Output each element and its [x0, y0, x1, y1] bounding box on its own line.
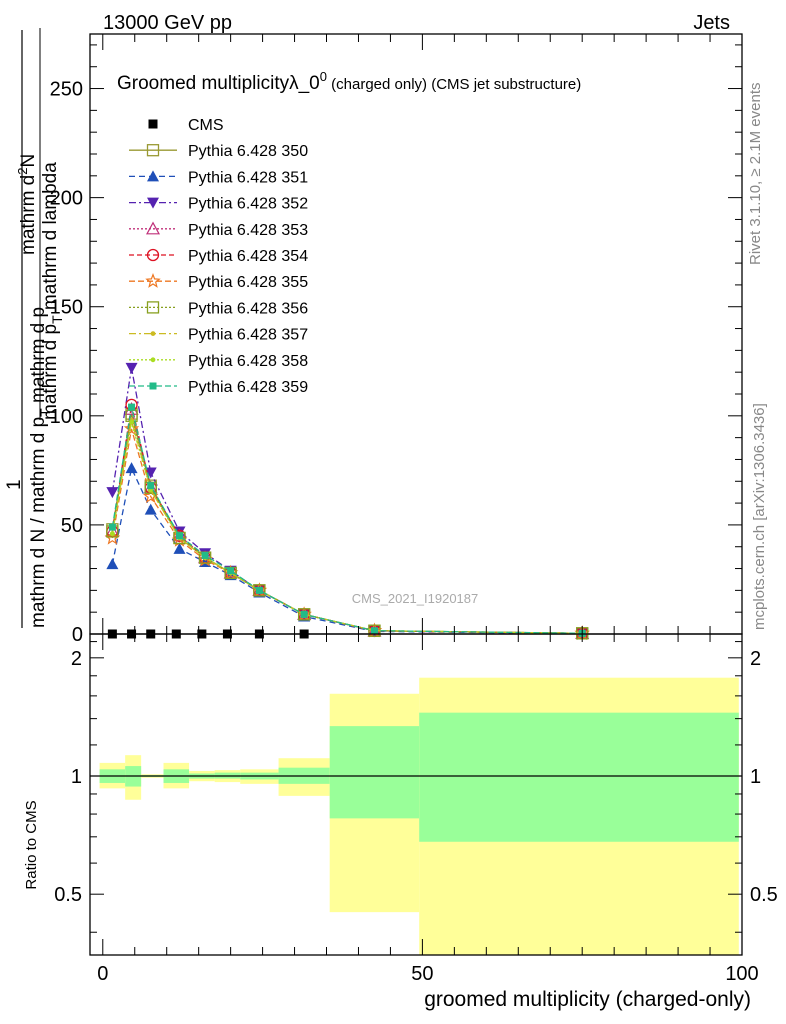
series-line-2	[111, 367, 583, 634]
legend-marker-4	[145, 221, 161, 235]
ratio-bands	[90, 677, 742, 955]
legend-label-6: Pythia 6.428 355	[188, 274, 308, 291]
y-tick-label: 0	[72, 624, 83, 646]
ratio-band-green-9	[419, 712, 739, 842]
series-1-point	[106, 558, 119, 570]
series-line-6	[111, 415, 583, 634]
legend-marker-0	[148, 119, 158, 129]
series-9-point	[370, 627, 378, 635]
legend-label-9: Pythia 6.428 358	[188, 353, 308, 370]
header-category: Jets	[693, 12, 730, 34]
main-series-group	[104, 362, 590, 640]
series-line-3	[111, 409, 583, 634]
series-5-point	[123, 420, 140, 436]
legend-label-1: Pythia 6.428 350	[188, 143, 308, 160]
y-label-numerator: mathrm d2N	[15, 154, 39, 255]
legend: CMS Pythia 6.428 350 Pythia 6.428 351 Pythi…	[129, 117, 308, 396]
series-line-0	[111, 413, 583, 634]
ratio-tick-label-left: 2	[71, 648, 82, 670]
series-6-point	[253, 584, 266, 597]
y-tick-label: 200	[50, 188, 83, 210]
series-8-point	[109, 531, 115, 537]
header-process: 13000 GeV pp	[103, 12, 232, 34]
ratio-tick-label-right: 0.5	[750, 884, 778, 906]
series-9-point	[147, 482, 155, 490]
rivet-version-label: Rivet 3.1.10, ≥ 2.1M events	[747, 83, 764, 266]
legend-marker-7	[146, 301, 160, 314]
series-1-point	[125, 462, 138, 474]
legend-label-3: Pythia 6.428 352	[188, 196, 308, 213]
y-label-inner-denominator: mathrm d pT mathrm d lambda	[40, 162, 65, 420]
legend-marker-9	[150, 357, 156, 363]
legend-marker-6	[145, 273, 161, 288]
analysis-watermark: CMS_2021_I1920187	[352, 591, 479, 606]
legend-label-8: Pythia 6.428 357	[188, 327, 308, 344]
series-line-4	[111, 404, 583, 634]
series-2-point	[125, 362, 138, 374]
series-9-point	[175, 532, 183, 540]
main-y-axis-label: 1 mathrm d N / mathrm d pT mathrm d p ma…	[4, 28, 65, 628]
series-1-point	[173, 542, 186, 554]
legend-label-2: Pythia 6.428 351	[188, 169, 308, 186]
series-9-point	[300, 610, 308, 618]
x-tick-label: 0	[97, 963, 108, 985]
series-9-point	[201, 551, 209, 559]
x-axis-label: groomed multiplicity (charged-only)	[424, 988, 751, 1011]
series-line-1	[111, 466, 583, 635]
ratio-axis-ticks: 0 50 100 0.5 0.5 1 1 2 2	[54, 634, 778, 985]
series-9-point	[108, 523, 116, 531]
legend-label-7: Pythia 6.428 356	[188, 300, 308, 317]
series-2-point	[144, 467, 157, 479]
ratio-tick-label-right: 2	[750, 648, 761, 670]
ratio-band-green-8	[329, 726, 420, 819]
x-tick-label: 100	[725, 963, 758, 985]
ratio-y-axis-label: Ratio to CMS	[23, 800, 40, 889]
legend-marker-8	[150, 331, 156, 336]
series-line-9	[111, 406, 583, 634]
legend-label-5: Pythia 6.428 354	[188, 248, 308, 265]
series-6-point	[297, 608, 311, 621]
legend-marker-2	[147, 170, 159, 182]
y-tick-label: 250	[50, 79, 83, 101]
series-5-point	[104, 529, 121, 545]
y-label-denominator-outer: mathrm d N / mathrm d pT mathrm d p	[28, 307, 53, 628]
legend-label-0: CMS	[188, 117, 224, 134]
y-tick-label: 100	[50, 406, 83, 428]
legend-label-10: Pythia 6.428 359	[188, 379, 308, 396]
legend-marker-5	[146, 248, 160, 262]
series-8-point	[129, 419, 134, 425]
series-2-point	[106, 487, 119, 499]
y-tick-label: 50	[61, 515, 83, 537]
series-1-point	[144, 503, 157, 515]
series-9-point	[128, 403, 136, 411]
ratio-frame-box	[89, 633, 743, 956]
x-tick-label: 50	[411, 963, 433, 985]
legend-label-4: Pythia 6.428 353	[188, 222, 308, 239]
plot-title: Groomed multiplicityλ_00 (charged only) …	[117, 69, 581, 94]
ratio-tick-label-left: 1	[71, 766, 82, 788]
legend-marker-10	[149, 382, 157, 390]
y-label-one: 1	[4, 479, 25, 490]
legend-marker-1	[146, 144, 160, 157]
series-9-point	[227, 567, 235, 575]
y-tick-label: 150	[50, 297, 83, 319]
main-axis-ticks: 0 50 100 150 200 250	[50, 34, 743, 646]
ratio-panel	[89, 633, 743, 956]
mcplots-label: mcplots.cern.ch [arXiv:1306.3436]	[751, 403, 768, 630]
legend-marker-3	[147, 197, 159, 209]
ratio-tick-label-right: 1	[750, 766, 761, 788]
series-9-point	[255, 586, 263, 594]
ratio-tick-label-left: 0.5	[54, 884, 82, 906]
